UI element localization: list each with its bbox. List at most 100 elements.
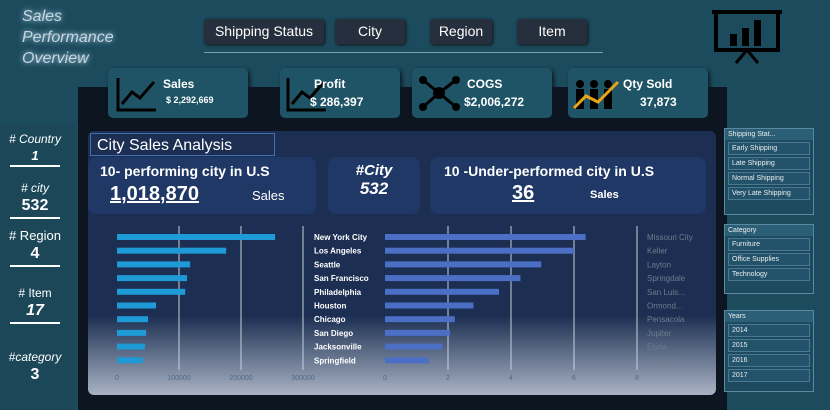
kpi-label: Profit — [314, 77, 346, 91]
sidebar-item: # city 532 — [0, 181, 70, 219]
slicer[interactable]: Category Furniture Office Supplies Technolo… — [724, 224, 814, 294]
category-label: Abilene — [647, 356, 674, 365]
x-tick-label: 300000 — [291, 375, 314, 382]
category-label: Springfield — [314, 356, 356, 365]
kpi-label: Qty Sold — [623, 77, 673, 91]
bar — [117, 261, 191, 268]
tab[interactable]: Shipping Status — [204, 19, 324, 44]
tab-underline — [204, 52, 603, 53]
x-tick-label: 100000 — [167, 375, 190, 382]
sidebar-value: 532 — [10, 197, 60, 219]
kpi-icon — [419, 76, 460, 111]
kpi-value: $ 286,397 — [310, 95, 364, 109]
kpi-icon — [572, 80, 620, 110]
slicer-item[interactable]: 2015 — [728, 339, 810, 352]
kpi-value: $ 2,292,669 — [166, 95, 214, 105]
slicer-item[interactable]: Office Supplies — [728, 253, 810, 266]
card-heading: 10- performing city in U.S — [100, 163, 270, 179]
sidebar-value: 4 — [10, 245, 60, 267]
slicer-item[interactable]: Very Late Shipping — [728, 187, 810, 200]
sidebar-item: # Region 4 — [0, 228, 70, 267]
slicer-item[interactable]: Technology — [728, 268, 810, 281]
slicer-title: Shipping Stat... — [725, 129, 813, 140]
slicer-item[interactable]: Furniture — [728, 238, 810, 251]
category-label: Philadelphia — [314, 288, 362, 297]
slicer-item[interactable]: 2016 — [728, 354, 810, 367]
kpi-label: COGS — [467, 77, 503, 91]
category-label: Pensacola — [647, 315, 685, 324]
slicer[interactable]: Shipping Stat... Early Shipping Late Shipp… — [724, 128, 814, 215]
category-label: Keller — [647, 247, 668, 256]
kpi-card: Sales $ 2,292,669 — [108, 68, 248, 118]
card-value: 36 — [512, 182, 535, 204]
sidebar-label: #category — [8, 350, 62, 364]
kpi-value: 37,873 — [640, 95, 677, 109]
bar — [385, 357, 429, 364]
card-heading: 10 -Under-performed city in U.S — [444, 163, 655, 179]
category-label: Houston — [314, 302, 347, 311]
x-tick-label: 6 — [572, 375, 576, 382]
slicer[interactable]: Years 2014 2015 2016 2017 — [724, 310, 814, 392]
category-label: Seattle — [314, 260, 341, 269]
dashboard-title: Sales Performance Overview — [22, 6, 114, 69]
bar — [117, 329, 147, 336]
category-label: Springdale — [647, 274, 686, 283]
tab[interactable]: Item — [517, 19, 587, 44]
kpi-card: Profit $ 286,397 — [280, 68, 400, 118]
sidebar-item: #category 3 — [0, 350, 70, 386]
slicer-item[interactable]: Late Shipping — [728, 157, 810, 170]
title-line: Performance — [22, 29, 114, 46]
category-label: Chicago — [314, 315, 346, 324]
slicer-title: Category — [725, 225, 813, 236]
sidebar-label: # city — [20, 181, 49, 195]
sidebar-label: # Region — [8, 228, 62, 243]
kpi-value: $2,006,272 — [464, 95, 525, 109]
bar — [117, 288, 186, 295]
kpi-icon — [286, 78, 326, 112]
category-label: Jupiter — [647, 329, 671, 338]
sidebar-label: # Item — [18, 286, 52, 300]
category-label: Layton — [647, 260, 671, 269]
tab[interactable]: City — [335, 19, 405, 44]
slicer-item[interactable]: 2014 — [728, 324, 810, 337]
x-tick-label: 200000 — [229, 375, 252, 382]
card-unit: Sales — [590, 189, 619, 201]
title-line: Overview — [22, 50, 89, 67]
bar — [117, 343, 145, 350]
bar — [117, 357, 144, 364]
category-label: Elyria — [647, 343, 668, 352]
bar — [385, 275, 521, 282]
slicer-item[interactable]: Normal Shipping — [728, 172, 810, 185]
bar — [385, 316, 455, 323]
x-tick-label: 2 — [446, 375, 450, 382]
tab[interactable]: Region — [430, 19, 492, 44]
category-label: San Luis... — [647, 288, 685, 297]
bar — [117, 247, 227, 254]
bar — [385, 329, 451, 336]
category-label: San Francisco — [314, 274, 369, 283]
x-tick-label: 8 — [635, 375, 639, 382]
presentation-icon — [712, 10, 782, 64]
kpi-label: Sales — [163, 77, 195, 91]
bar — [117, 275, 188, 282]
bar — [385, 247, 574, 254]
bar — [117, 316, 148, 323]
sidebar-value: 1 — [10, 148, 60, 167]
category-label: Jacksonville — [314, 343, 362, 352]
kpi-icon — [116, 78, 156, 112]
sidebar-item: # Country 1 — [0, 132, 70, 167]
city-card: #City 532 — [328, 157, 420, 214]
card-value: 1,018,870 — [110, 183, 199, 205]
sidebar-value: 3 — [30, 366, 40, 383]
sidebar: # Country 1 # city 532 # Region 4 # Item 17 … — [0, 124, 75, 410]
bar — [385, 302, 474, 309]
sidebar-item: # Item 17 — [0, 286, 70, 324]
slicer-item[interactable]: 2017 — [728, 369, 810, 382]
slicer-item[interactable]: Early Shipping — [728, 142, 810, 155]
card-heading: #City — [355, 162, 393, 179]
card-value: 532 — [359, 179, 389, 198]
bar — [117, 234, 276, 240]
sidebar-value: 17 — [10, 302, 60, 324]
